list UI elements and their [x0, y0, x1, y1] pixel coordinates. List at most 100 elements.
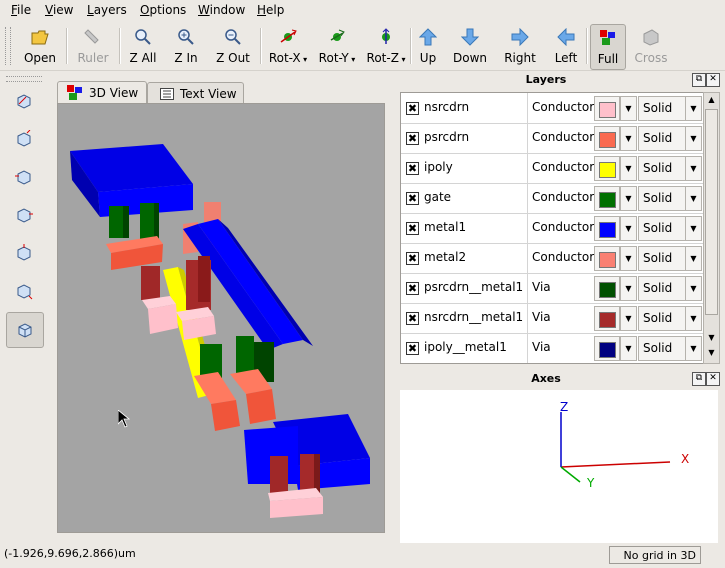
float-icon[interactable]: ⧉ [692, 73, 706, 87]
pan-down-button[interactable]: Down [449, 24, 491, 68]
cube-right-icon [17, 208, 33, 223]
chevron-down-icon[interactable]: ▼ [685, 276, 702, 301]
layer-visible-checkbox[interactable]: ✖ [406, 102, 419, 115]
layer-type: Via [532, 340, 551, 354]
full-view-button[interactable]: Full [590, 24, 626, 70]
layer-fill-select[interactable]: Solid [638, 336, 686, 361]
layer-visible-checkbox[interactable]: ✖ [406, 312, 419, 325]
rotate-y-button[interactable]: Rot-Y ▾ [314, 24, 360, 68]
rotate-x-icon [280, 29, 297, 43]
layer-fill-select[interactable]: Solid [638, 216, 686, 241]
layer-color-picker[interactable] [594, 96, 620, 121]
layer-color-picker[interactable] [594, 306, 620, 331]
layer-color-picker[interactable] [594, 246, 620, 271]
pan-left-button[interactable]: Left [547, 24, 585, 68]
pan-up-label: Up [419, 51, 437, 65]
zoom-in-label: Z In [174, 51, 198, 65]
layer-fill-select[interactable]: Solid [638, 306, 686, 331]
view-back-button[interactable] [6, 122, 42, 156]
chevron-down-icon[interactable]: ▼ [685, 336, 702, 361]
layer-visible-checkbox[interactable]: ✖ [406, 162, 419, 175]
layer-fill-select[interactable]: Solid [638, 246, 686, 271]
layer-visible-checkbox[interactable]: ✖ [406, 132, 419, 145]
cross-section-button[interactable]: Cross [630, 24, 672, 68]
chevron-down-icon[interactable]: ▼ [620, 276, 637, 301]
pan-left-label: Left [554, 51, 578, 65]
view-top-button[interactable] [6, 236, 42, 270]
scroll-down-icon[interactable]: ▼ [708, 333, 715, 342]
menu-view[interactable]: View [45, 3, 74, 17]
layer-color-picker[interactable] [594, 276, 620, 301]
layer-fill-select[interactable]: Solid [638, 186, 686, 211]
scrollbar-thumb[interactable] [705, 109, 718, 315]
chevron-down-icon[interactable]: ▼ [620, 216, 637, 241]
chevron-down-icon[interactable]: ▼ [685, 156, 702, 181]
view-left-button[interactable] [6, 160, 42, 194]
column-divider [527, 153, 528, 183]
scroll-up-icon[interactable]: ▲ [708, 95, 715, 104]
chevron-down-icon[interactable]: ▼ [685, 126, 702, 151]
chevron-down-icon[interactable]: ▼ [685, 306, 702, 331]
x-axis-line [560, 461, 671, 468]
menu-help[interactable]: Help [257, 3, 285, 17]
layer-color-picker[interactable] [594, 216, 620, 241]
layer-color-picker[interactable] [594, 156, 620, 181]
layer-visible-checkbox[interactable]: ✖ [406, 252, 419, 265]
layer-fill-select[interactable]: Solid [638, 126, 686, 151]
view-right-button[interactable] [6, 198, 42, 232]
menu-layers[interactable]: Layers [87, 3, 127, 17]
menu-options[interactable]: Options [140, 3, 187, 17]
chevron-down-icon[interactable]: ▼ [685, 246, 702, 271]
rotate-z-button[interactable]: Rot-Z ▾ [363, 24, 409, 68]
layer-fill-select[interactable]: Solid [638, 96, 686, 121]
chevron-down-icon[interactable]: ▼ [620, 96, 637, 121]
layer-fill-select[interactable]: Solid [638, 276, 686, 301]
layer-color-picker[interactable] [594, 126, 620, 151]
tab-3d-view[interactable]: 3D View [57, 81, 147, 105]
layer-visible-checkbox[interactable]: ✖ [406, 192, 419, 205]
open-button[interactable]: Open [17, 24, 63, 68]
layer-name: psrcdrn [424, 130, 470, 144]
ruler-button[interactable]: Ruler [70, 24, 116, 68]
layer-row: ✖ psrcdrn Conductor ▼ Solid ▼ [401, 123, 703, 154]
z-axis-label: Z [560, 400, 568, 414]
chevron-down-icon[interactable]: ▼ [685, 216, 702, 241]
menu-window[interactable]: Window [198, 3, 246, 17]
layer-visible-checkbox[interactable]: ✖ [406, 282, 419, 295]
toolbar-grip[interactable] [6, 76, 42, 82]
view-isometric-button[interactable] [6, 312, 44, 348]
layer-color-picker[interactable] [594, 186, 620, 211]
chevron-down-icon[interactable]: ▼ [620, 186, 637, 211]
zoom-all-button[interactable]: Z All [122, 24, 164, 68]
float-icon[interactable]: ⧉ [692, 372, 706, 386]
pan-up-button[interactable]: Up [413, 24, 443, 68]
layer-color-picker[interactable] [594, 336, 620, 361]
chevron-down-icon[interactable]: ▼ [685, 96, 702, 121]
view-front-button[interactable] [6, 84, 42, 118]
rotate-x-button[interactable]: Rot-X ▾ [265, 24, 311, 68]
scroll-down-icon[interactable]: ▼ [708, 348, 715, 357]
tab-text-view[interactable]: Text View [147, 82, 244, 105]
chevron-down-icon[interactable]: ▼ [620, 246, 637, 271]
chevron-down-icon[interactable]: ▼ [620, 306, 637, 331]
chevron-down-icon[interactable]: ▼ [620, 126, 637, 151]
3d-viewport[interactable] [57, 103, 385, 533]
view-bottom-button[interactable] [6, 274, 42, 308]
chevron-down-icon[interactable]: ▼ [620, 156, 637, 181]
layer-visible-checkbox[interactable]: ✖ [406, 342, 419, 355]
close-icon[interactable]: ✕ [706, 372, 720, 386]
close-icon[interactable]: ✕ [706, 73, 720, 87]
zoom-out-button[interactable]: Z Out [210, 24, 256, 68]
menu-file[interactable]: File [11, 3, 32, 17]
layer-visible-checkbox[interactable]: ✖ [406, 222, 419, 235]
chevron-down-icon[interactable]: ▼ [685, 186, 702, 211]
chevron-down-icon[interactable]: ▼ [620, 336, 637, 361]
layers-scrollbar[interactable]: ▲ ▼ ▼ [703, 92, 720, 364]
pan-right-button[interactable]: Right [499, 24, 541, 68]
zoom-in-icon [178, 29, 194, 45]
toolbar-grip[interactable] [5, 27, 11, 65]
layer-fill-select[interactable]: Solid [638, 156, 686, 181]
zoom-in-button[interactable]: Z In [166, 24, 206, 68]
zoom-all-icon [135, 29, 151, 45]
view-toolbar [0, 74, 47, 544]
